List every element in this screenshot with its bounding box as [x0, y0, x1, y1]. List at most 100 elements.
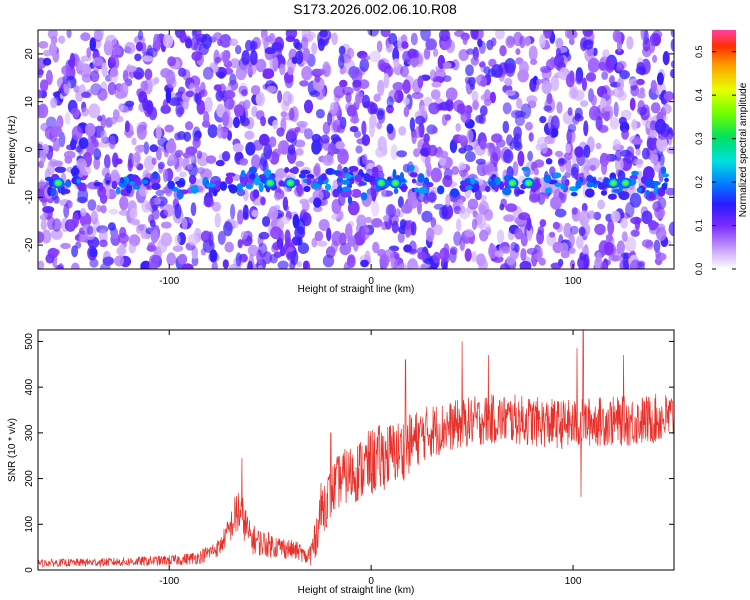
heatmap-cell — [583, 120, 589, 137]
heatmap-cell — [420, 30, 431, 41]
heatmap-cell — [346, 254, 356, 268]
heatmap-cell — [600, 261, 608, 269]
heatmap-x-axis-label: Height of straight line (km) — [298, 284, 415, 295]
heatmap-cell — [187, 234, 200, 246]
heatmap-cell — [42, 206, 55, 214]
heatmap-cell — [425, 38, 438, 51]
heatmap-ridge-cell — [371, 166, 379, 174]
heatmap-x-tick-label: -100 — [159, 276, 179, 287]
heatmap-cell — [294, 42, 303, 51]
heatmap-cell — [475, 213, 483, 226]
heatmap-cell — [379, 253, 390, 269]
heatmap-cell — [137, 30, 144, 41]
heatmap-cell — [81, 91, 91, 99]
heatmap-cell — [438, 101, 451, 111]
heatmap-cell — [377, 79, 385, 96]
heatmap-cell — [108, 57, 117, 67]
heatmap-cell — [215, 159, 225, 167]
heatmap-cell — [506, 255, 516, 266]
heatmap-cell — [607, 89, 615, 96]
heatmap-cell — [580, 100, 589, 107]
heatmap-cell — [157, 239, 168, 254]
heatmap-cell — [223, 97, 235, 110]
heatmap-cell — [568, 247, 576, 254]
heatmap-cell — [513, 31, 523, 47]
heatmap-cell — [276, 127, 285, 137]
heatmap-cell — [128, 103, 134, 112]
heatmap-cell — [474, 189, 482, 201]
heatmap-cell — [595, 142, 602, 150]
heatmap-cell — [70, 108, 81, 117]
heatmap-cell — [326, 227, 332, 242]
heatmap-cell — [207, 124, 218, 138]
heatmap-cell — [666, 146, 674, 154]
heatmap-cell — [242, 212, 249, 221]
heatmap-cell — [373, 93, 381, 103]
heatmap-cell — [398, 126, 407, 136]
heatmap-cell — [632, 158, 644, 165]
heatmap-cell — [142, 97, 149, 111]
heatmap-cell — [110, 231, 119, 239]
heatmap-cell — [222, 49, 230, 65]
heatmap-cell — [143, 141, 150, 155]
heatmap-cell — [423, 194, 430, 204]
heatmap-ridge-cell — [141, 179, 149, 184]
heatmap-cell — [619, 259, 629, 269]
heatmap-cell — [629, 259, 642, 269]
heatmap-ridge-cell — [392, 169, 397, 179]
heatmap-cell — [519, 260, 532, 269]
heatmap-cell — [229, 58, 241, 69]
heatmap-cell — [464, 248, 472, 262]
heatmap-cell — [513, 126, 522, 140]
heatmap-ridge-cell — [411, 178, 417, 184]
heatmap-cell — [219, 34, 232, 48]
heatmap-bright-spot — [510, 181, 515, 185]
heatmap-cell — [287, 66, 294, 76]
heatmap-cell — [605, 57, 615, 73]
heatmap-ridge-cell — [488, 180, 496, 187]
heatmap-cell — [337, 148, 349, 165]
heatmap-cell — [555, 37, 564, 49]
heatmap-cell — [107, 82, 117, 95]
heatmap-cell — [318, 219, 330, 231]
heatmap-cell — [38, 260, 45, 269]
heatmap-ridge-cell — [552, 172, 562, 179]
heatmap-ridge-cell — [111, 180, 118, 190]
heatmap-cell — [371, 188, 377, 202]
heatmap-cell — [195, 85, 201, 94]
heatmap-cell — [549, 231, 556, 238]
heatmap-cell — [411, 92, 424, 100]
heatmap-cell — [471, 218, 478, 230]
heatmap-y-tick-label: 20 — [24, 48, 35, 60]
heatmap-cell — [39, 147, 47, 163]
heatmap-cell — [510, 241, 518, 252]
heatmap-cell — [614, 157, 624, 173]
heatmap-cell — [278, 216, 291, 225]
heatmap-cell — [162, 168, 169, 183]
heatmap-cell — [635, 148, 641, 156]
heatmap-ridge-cell — [417, 173, 425, 183]
heatmap-cell — [287, 144, 296, 155]
heatmap-cell — [75, 146, 82, 153]
heatmap-cell — [430, 89, 441, 100]
heatmap-cell — [470, 30, 479, 40]
heatmap-cell — [388, 33, 398, 45]
heatmap-cell — [81, 107, 89, 117]
heatmap-cell — [439, 150, 449, 159]
heatmap-ridge-cell — [502, 187, 512, 196]
heatmap-cell — [652, 30, 663, 39]
heatmap-cell — [509, 141, 515, 150]
heatmap-cell — [311, 237, 318, 248]
heatmap-cell — [625, 201, 635, 218]
heatmap-cell — [155, 124, 162, 141]
heatmap-cell — [216, 124, 223, 139]
heatmap-cell — [386, 96, 394, 108]
heatmap-cell — [386, 123, 394, 134]
heatmap-cell — [543, 30, 552, 39]
heatmap-ridge-cell — [300, 169, 311, 175]
heatmap-cell — [641, 239, 654, 248]
heatmap-cell — [285, 30, 298, 40]
heatmap-cell — [118, 209, 129, 216]
heatmap-cell — [466, 129, 474, 144]
heatmap-cell — [71, 245, 79, 258]
